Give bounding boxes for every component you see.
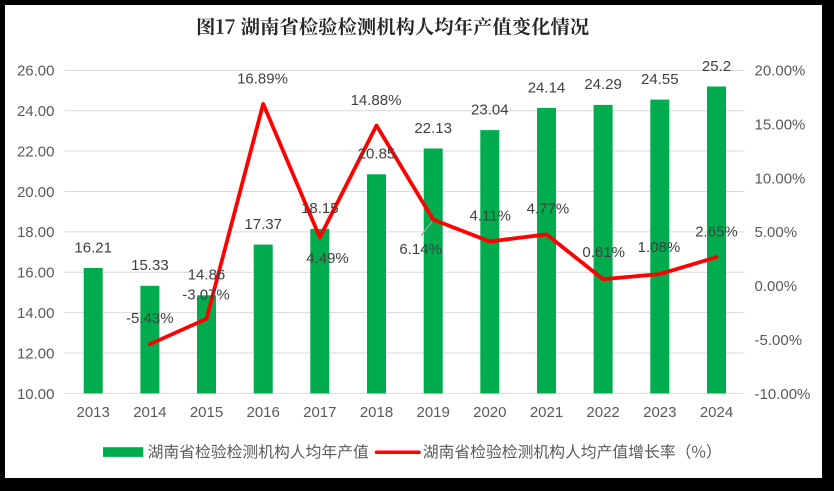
- svg-text:17.37: 17.37: [244, 216, 282, 233]
- svg-text:2015: 2015: [190, 404, 223, 421]
- svg-text:22.13: 22.13: [414, 120, 452, 137]
- svg-text:5.00%: 5.00%: [755, 224, 798, 241]
- svg-text:20.00: 20.00: [17, 184, 55, 201]
- svg-text:23.04: 23.04: [471, 102, 509, 119]
- svg-text:10.00%: 10.00%: [755, 170, 806, 187]
- svg-text:14.88%: 14.88%: [351, 92, 402, 109]
- svg-text:2020: 2020: [473, 404, 506, 421]
- svg-text:26.00: 26.00: [17, 63, 55, 80]
- svg-text:0.61%: 0.61%: [582, 244, 625, 261]
- svg-text:12.00: 12.00: [17, 345, 55, 362]
- svg-text:15.33: 15.33: [131, 257, 169, 274]
- svg-text:20.00%: 20.00%: [755, 63, 806, 80]
- svg-text:2023: 2023: [643, 404, 676, 421]
- svg-text:6.14%: 6.14%: [399, 241, 442, 258]
- svg-text:4.11%: 4.11%: [469, 208, 510, 225]
- svg-text:24.55: 24.55: [641, 71, 679, 88]
- svg-text:16.00: 16.00: [17, 265, 55, 282]
- svg-text:2019: 2019: [417, 404, 450, 421]
- svg-text:16.89%: 16.89%: [237, 71, 288, 88]
- svg-text:4.77%: 4.77%: [527, 201, 570, 218]
- svg-text:24.00: 24.00: [17, 103, 55, 120]
- svg-text:-3.07%: -3.07%: [182, 287, 230, 304]
- svg-text:2017: 2017: [303, 404, 336, 421]
- svg-text:24.14: 24.14: [528, 79, 566, 96]
- svg-text:2016: 2016: [247, 404, 280, 421]
- svg-text:14.86: 14.86: [188, 267, 226, 284]
- svg-text:0.00%: 0.00%: [755, 278, 798, 295]
- svg-text:18.00: 18.00: [17, 224, 55, 241]
- svg-text:2022: 2022: [586, 404, 619, 421]
- svg-text:2021: 2021: [530, 404, 563, 421]
- svg-text:16.21: 16.21: [74, 239, 112, 256]
- svg-text:18.15: 18.15: [301, 200, 339, 217]
- svg-text:2013: 2013: [77, 404, 110, 421]
- svg-text:25.2: 25.2: [702, 58, 731, 75]
- svg-text:-5.43%: -5.43%: [126, 310, 174, 327]
- svg-text:-10.00%: -10.00%: [755, 386, 811, 403]
- svg-text:2014: 2014: [133, 404, 166, 421]
- svg-text:15.00%: 15.00%: [755, 117, 806, 134]
- svg-text:2024: 2024: [700, 404, 733, 421]
- svg-text:24.29: 24.29: [584, 76, 622, 93]
- svg-text:-5.00%: -5.00%: [755, 332, 803, 349]
- svg-text:10.00: 10.00: [17, 386, 55, 403]
- svg-text:1.08%: 1.08%: [638, 239, 681, 256]
- svg-text:4.49%: 4.49%: [306, 250, 349, 267]
- svg-text:20.85: 20.85: [358, 146, 396, 163]
- svg-text:2018: 2018: [360, 404, 393, 421]
- svg-text:2.65%: 2.65%: [695, 223, 738, 240]
- svg-text:22.00: 22.00: [17, 144, 55, 161]
- svg-text:14.00: 14.00: [17, 305, 55, 322]
